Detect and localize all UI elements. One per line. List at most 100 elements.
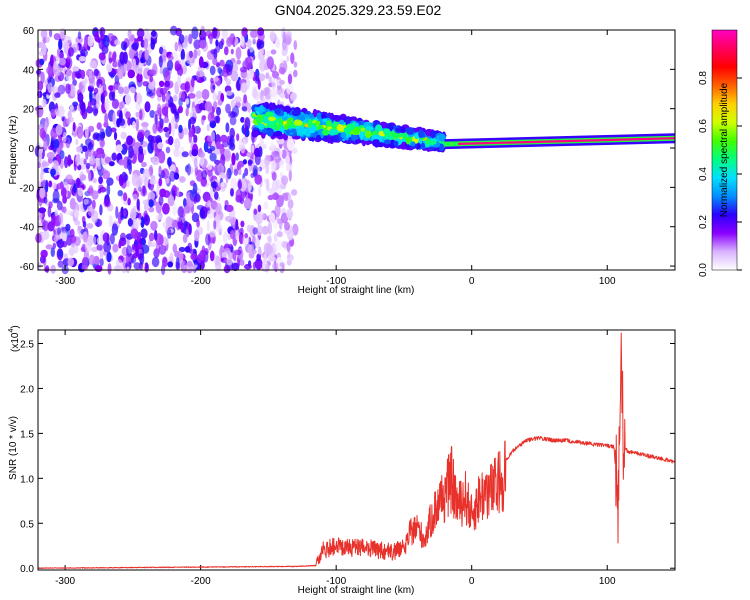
spectrogram-noise-blob: [162, 222, 167, 228]
spectrogram-noise-blob: [62, 206, 67, 214]
spectrogram-noise-blob: [251, 144, 255, 154]
spectrogram-noise-blob: [209, 65, 216, 76]
spectrogram-signal-blob: [328, 128, 336, 136]
spectrogram-noise-blob: [158, 165, 162, 175]
spectrogram-signal-blob: [321, 113, 327, 119]
spectrogram-noise-blob: [268, 212, 276, 223]
spectrogram-y-tick-label: 0: [28, 144, 34, 155]
spectrogram-noise-blob: [142, 81, 149, 87]
spectrogram-noise-blob: [239, 227, 244, 236]
spectrogram-noise-blob: [123, 42, 128, 50]
spectrogram-noise-blob: [64, 156, 69, 169]
spectrogram-signal-blob: [378, 135, 383, 142]
spectrogram-noise-blob: [219, 59, 225, 67]
spectrogram-noise-blob: [140, 57, 144, 64]
spectrogram-noise-blob: [180, 59, 186, 67]
spectrogram-noise-blob: [112, 243, 119, 253]
spectrogram-noise-blob: [40, 71, 45, 84]
spectrogram-signal-blob: [286, 118, 292, 126]
spectrogram-noise-blob: [267, 194, 274, 201]
spectrogram-noise-blob: [225, 204, 234, 212]
spectrogram-noise-blob: [39, 58, 45, 66]
spectrogram-noise-blob: [235, 228, 239, 241]
spectrogram-noise-blob: [157, 142, 164, 150]
spectrogram-noise-blob: [269, 256, 277, 262]
spectrogram-noise-blob: [229, 116, 237, 126]
spectrogram-noise-blob: [88, 125, 95, 133]
spectrogram-noise-blob: [59, 27, 66, 39]
colorbar-tick-label: 0.6: [698, 119, 709, 133]
spectrogram-noise-blob: [135, 118, 140, 132]
spectrogram-signal-blob: [305, 129, 311, 137]
spectrogram-noise-blob: [223, 148, 232, 162]
spectrogram-noise-blob: [131, 42, 139, 51]
colorbar-tick-label: 0.2: [698, 215, 709, 229]
spectrogram-signal-blob: [325, 120, 332, 127]
spectrogram-noise-blob: [190, 127, 194, 138]
spectrogram-noise-blob: [142, 185, 146, 196]
spectrogram-signal-blob: [365, 140, 371, 146]
spectrogram-noise-blob: [142, 199, 149, 205]
spectrogram-x-tick-label: -200: [191, 276, 211, 287]
spectrogram-noise-layer: [34, 25, 299, 276]
snr-multiplier-exponent: 4: [8, 329, 15, 333]
spectrogram-noise-blob: [267, 235, 272, 242]
spectrogram-noise-blob: [87, 35, 95, 47]
snr-x-tick-label: -200: [191, 576, 211, 587]
spectrogram-noise-blob: [169, 164, 176, 173]
spectrogram-noise-blob: [77, 187, 84, 197]
spectrogram-noise-blob: [145, 32, 152, 39]
spectrogram-noise-blob: [266, 154, 271, 163]
spectrogram-signal-blob: [258, 123, 264, 130]
spectrogram-noise-blob: [158, 195, 164, 206]
snr-background: [38, 330, 675, 570]
spectrogram-noise-blob: [217, 163, 225, 175]
spectrogram-noise-blob: [263, 253, 267, 263]
spectrogram-noise-blob: [47, 76, 52, 84]
spectrogram-noise-blob: [163, 69, 171, 83]
spectrogram-x-axis: -300 -200 -100 0 100: [55, 30, 616, 287]
spectrogram-noise-blob: [205, 233, 211, 246]
spectrogram-noise-blob: [161, 168, 170, 179]
spectrogram-noise-blob: [72, 66, 80, 72]
spectrogram-noise-blob: [43, 139, 48, 151]
spectrogram-noise-blob: [137, 253, 143, 260]
spectrogram-noise-blob: [246, 151, 252, 158]
spectrogram-noise-blob: [51, 214, 56, 228]
spectrogram-noise-blob: [278, 67, 286, 75]
spectrogram-noise-blob: [230, 48, 234, 55]
spectrogram-noise-blob: [291, 189, 298, 196]
spectrogram-noise-blob: [101, 151, 105, 159]
spectrogram-noise-blob: [138, 145, 144, 155]
spectrogram-noise-blob: [133, 217, 142, 225]
spectrogram-noise-blob: [180, 48, 185, 62]
spectrogram-noise-blob: [47, 81, 53, 94]
spectrogram-noise-blob: [99, 258, 104, 267]
spectrogram-signal-blob: [438, 133, 446, 142]
spectrogram-signal-blob: [355, 139, 362, 144]
snr-y-tick-label: 0.5: [20, 519, 34, 530]
spectrogram-noise-blob: [132, 121, 136, 129]
spectrogram-noise-blob: [120, 100, 125, 109]
spectrogram-noise-blob: [176, 190, 180, 198]
spectrogram-noise-blob: [88, 78, 96, 88]
spectrogram-noise-blob: [123, 209, 127, 217]
spectrogram-noise-blob: [99, 248, 104, 259]
spectrogram-noise-blob: [204, 101, 213, 112]
spectrogram-x-tick-label: -300: [55, 276, 75, 287]
spectrogram-noise-blob: [43, 197, 48, 204]
spectrogram-noise-blob: [155, 121, 163, 132]
spectrogram-noise-blob: [140, 216, 145, 229]
spectrogram-noise-blob: [125, 111, 131, 120]
spectrogram-signal-blob: [428, 140, 437, 145]
spectrogram-noise-blob: [190, 253, 198, 261]
spectrogram-noise-blob: [127, 117, 131, 126]
spectrogram-y-label: Frequency (Hz): [8, 116, 19, 185]
spectrogram-noise-blob: [213, 115, 220, 123]
spectrogram-signal-blob: [308, 113, 314, 118]
spectrogram-noise-blob: [82, 220, 87, 228]
spectrogram-noise-blob: [167, 55, 174, 61]
spectrogram-noise-blob: [181, 151, 189, 158]
spectrogram-noise-blob: [206, 200, 212, 207]
spectrogram-noise-blob: [276, 139, 285, 145]
